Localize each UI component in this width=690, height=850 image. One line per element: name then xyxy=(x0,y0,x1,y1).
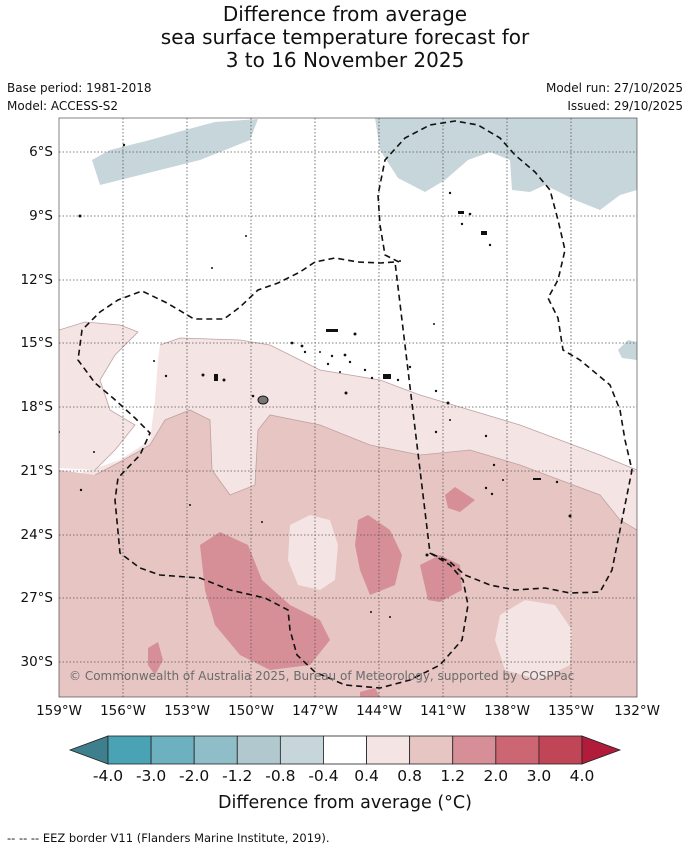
colorbar-extend-high xyxy=(581,735,622,765)
colorbar-tick-label: 4.0 xyxy=(569,767,595,785)
y-tick-label: 12°S xyxy=(20,272,54,288)
eez-border xyxy=(77,120,633,689)
anomaly-contours xyxy=(59,321,637,531)
colorbar-tick-label: 2.0 xyxy=(483,767,509,785)
y-tick-label: 21°S xyxy=(20,463,54,479)
anomaly-warm-light-patch-1 xyxy=(288,515,338,590)
base-period: Base period: 1981-2018 xyxy=(7,81,152,95)
colorbar-title: Difference from average (°C) xyxy=(218,793,472,813)
colorbar-tick-label: 1.2 xyxy=(440,767,466,785)
colorbar-tick-label: 0.8 xyxy=(397,767,422,785)
colorbar-cell xyxy=(236,735,281,765)
x-tick-label: 150°W xyxy=(228,703,274,719)
colorbar-cell xyxy=(366,735,411,765)
anomaly-warm-strong-1 xyxy=(200,532,330,670)
colorbar-cell xyxy=(279,735,324,765)
colorbar-cell xyxy=(452,735,497,765)
colorbar-cell xyxy=(409,735,454,765)
colorbar-tick-label: 3.0 xyxy=(526,767,552,785)
y-tick-label: 30°S xyxy=(20,654,54,670)
colorbar-tick-label: -4.0 xyxy=(92,767,124,785)
colorbar-cell xyxy=(495,735,540,765)
y-tick-label: 27°S xyxy=(20,590,54,606)
title-line-2: sea surface temperature forecast for xyxy=(160,25,530,49)
x-tick-label: 138°W xyxy=(484,703,530,719)
copyright-notice: © Commonwealth of Australia 2025, Bureau… xyxy=(69,669,575,683)
anomaly-cool-north xyxy=(92,118,637,210)
title-line-3: 3 to 16 November 2025 xyxy=(225,48,465,72)
colorbar-extend-low xyxy=(68,735,109,765)
anomaly-warm-strong-4 xyxy=(445,487,475,512)
anomaly-warm-strong-2 xyxy=(355,515,402,595)
y-tick-label: 9°S xyxy=(29,208,53,224)
model-name: Model: ACCESS-S2 xyxy=(7,99,119,113)
model-run: Model run: 27/10/2025 xyxy=(545,81,683,95)
map-frame xyxy=(58,117,638,698)
colorbar-cell xyxy=(150,735,195,765)
issued-date: Issued: 29/10/2025 xyxy=(567,99,683,113)
x-tick-label: 156°W xyxy=(100,703,146,719)
colorbar-cell xyxy=(107,735,152,765)
anomaly-warm-light-patch-2 xyxy=(495,600,572,680)
meta-right: Model run: 27/10/2025 Issued: 29/10/2025 xyxy=(546,79,683,115)
eez-legend-note: -- -- -- EEZ border V11 (Flanders Marine… xyxy=(7,831,330,845)
y-tick-label: 24°S xyxy=(20,527,54,543)
colorbar-tick-label: 0.4 xyxy=(354,767,379,785)
islands xyxy=(59,143,572,618)
anomaly-warm-strong-6 xyxy=(360,688,380,697)
colorbar-tick-label: -0.8 xyxy=(265,767,296,785)
y-tick-label: 15°S xyxy=(20,335,54,351)
colorbar-tick-label: -2.0 xyxy=(179,767,210,785)
colorbar xyxy=(68,735,622,765)
map-plot-area xyxy=(59,118,637,697)
x-tick-label: 159°W xyxy=(36,703,82,719)
y-tick-label: 6°S xyxy=(29,144,53,160)
x-tick-label: 153°W xyxy=(164,703,210,719)
island-large xyxy=(257,395,269,405)
colorbar-tick-label: -3.0 xyxy=(135,767,167,785)
x-tick-label: 132°W xyxy=(614,703,660,719)
colorbar-tick-label: -1.2 xyxy=(222,767,253,785)
anomaly-cool-east xyxy=(618,340,637,360)
y-tick-label: 18°S xyxy=(20,399,54,415)
x-tick-label: 135°W xyxy=(548,703,594,719)
colorbar-cell xyxy=(538,735,583,765)
x-tick-label: 144°W xyxy=(356,703,402,719)
anomaly-warm-strong-5 xyxy=(148,642,163,675)
colorbar-tick-label: -0.4 xyxy=(308,767,339,785)
anomaly-warm-medium xyxy=(59,410,637,697)
colorbar-cell xyxy=(193,735,238,765)
meta-left: Base period: 1981-2018 Model: ACCESS-S2 xyxy=(7,79,152,115)
x-tick-label: 147°W xyxy=(292,703,338,719)
title-line-1: Difference from average xyxy=(222,2,468,26)
x-tick-label: 141°W xyxy=(420,703,466,719)
chart-title: Difference from average sea surface temp… xyxy=(0,3,690,72)
colorbar-cell xyxy=(323,735,367,765)
